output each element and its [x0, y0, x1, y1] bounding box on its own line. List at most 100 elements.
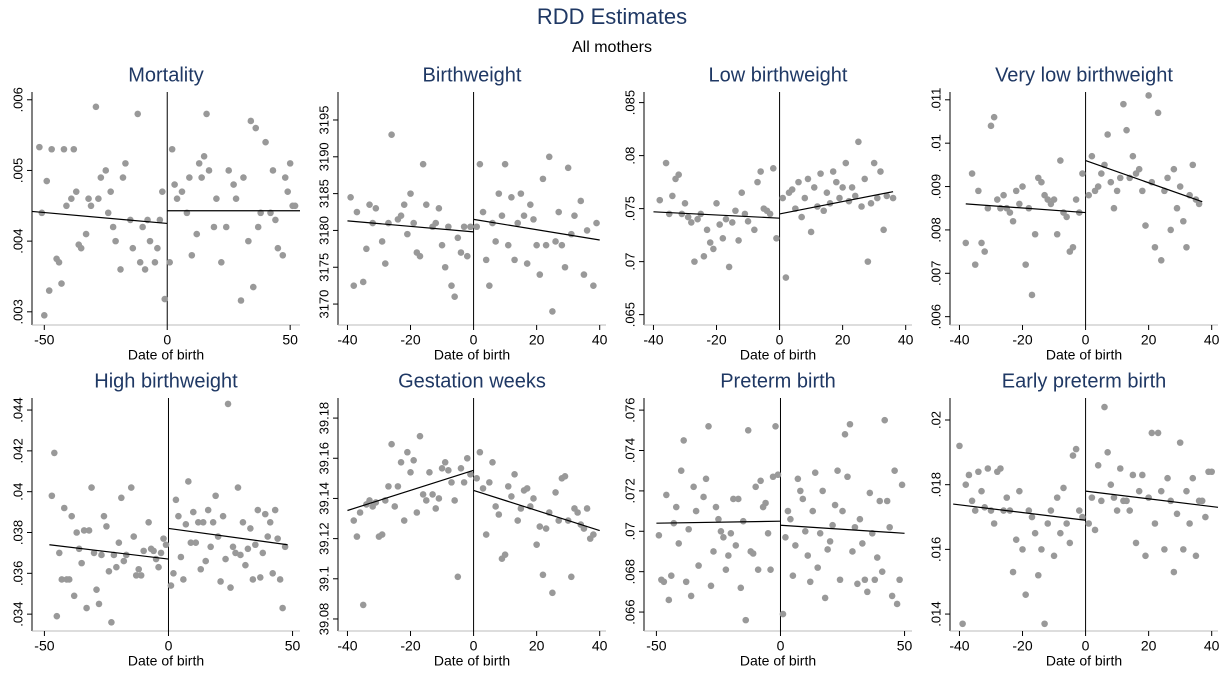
data-point	[728, 219, 736, 226]
data-point	[851, 523, 859, 531]
data-point	[159, 188, 166, 195]
data-point	[1031, 529, 1039, 537]
data-point	[77, 244, 85, 252]
data-point	[1167, 226, 1175, 234]
y-tick-label: .044	[10, 397, 25, 422]
data-point	[1148, 429, 1156, 437]
data-point	[716, 221, 723, 228]
data-point	[568, 573, 575, 581]
data-point	[224, 400, 232, 408]
data-point	[665, 210, 673, 218]
data-point	[706, 239, 714, 246]
data-point	[829, 168, 837, 175]
data-point	[404, 448, 411, 456]
data-point	[247, 525, 254, 532]
data-point	[178, 188, 186, 195]
data-point	[222, 223, 230, 231]
data-point	[539, 175, 547, 183]
data-point	[520, 212, 528, 220]
data-point	[100, 512, 108, 520]
x-axis-label: Date of birth	[740, 347, 816, 363]
data-point	[806, 578, 814, 586]
data-point	[55, 549, 63, 557]
data-point	[476, 448, 484, 456]
data-point	[839, 184, 846, 191]
data-point	[752, 483, 759, 491]
data-point	[1154, 429, 1162, 437]
data-point	[829, 521, 836, 529]
data-point	[744, 218, 752, 225]
data-point	[886, 523, 893, 531]
data-point	[871, 576, 879, 584]
data-point	[445, 223, 452, 231]
y-tick-label: 3170	[316, 290, 331, 319]
data-point	[824, 546, 831, 553]
chart-title: RDD Estimates	[537, 4, 687, 29]
data-point	[281, 174, 289, 181]
data-point	[1123, 126, 1130, 134]
data-point	[53, 612, 61, 620]
data-point	[737, 584, 745, 592]
data-point	[667, 572, 675, 580]
data-point	[968, 497, 976, 505]
data-point	[1079, 170, 1086, 177]
data-point	[978, 239, 985, 247]
data-point	[1123, 497, 1130, 505]
data-point	[590, 282, 597, 289]
data-point	[727, 529, 735, 537]
data-point	[680, 437, 688, 444]
data-point	[883, 192, 891, 200]
data-point	[662, 159, 670, 167]
data-point	[1164, 174, 1171, 182]
data-point	[536, 523, 544, 530]
data-point	[397, 212, 405, 220]
x-tick-label: -20	[400, 332, 420, 348]
data-point	[841, 431, 849, 438]
x-axis-label: Date of birth	[128, 653, 204, 669]
data-point	[867, 200, 875, 207]
data-point	[681, 200, 689, 207]
data-point	[166, 259, 173, 266]
data-point	[539, 571, 547, 579]
data-point	[209, 518, 217, 526]
data-point	[741, 210, 749, 218]
data-point	[764, 529, 772, 537]
data-point	[1126, 507, 1134, 514]
data-point	[70, 592, 78, 600]
data-point	[1198, 497, 1206, 505]
x-axis-label: Date of birth	[128, 347, 204, 363]
y-tick-label: .07	[622, 522, 637, 540]
data-point	[568, 230, 575, 238]
data-point	[232, 549, 239, 557]
data-point	[51, 449, 58, 457]
data-point	[80, 527, 88, 534]
x-tick-label: -40	[949, 332, 969, 348]
y-tick-label: .076	[622, 397, 637, 422]
y-tick-label: .005	[10, 158, 25, 183]
data-point	[744, 427, 752, 434]
data-point	[725, 263, 733, 271]
data-point	[1034, 571, 1042, 579]
data-point	[965, 471, 973, 479]
data-point	[353, 533, 361, 540]
data-point	[63, 202, 70, 210]
data-point	[564, 164, 572, 172]
data-point	[702, 475, 710, 483]
data-point	[801, 527, 809, 535]
data-point	[703, 226, 711, 234]
data-point	[195, 160, 203, 167]
data-point	[580, 525, 588, 532]
data-point	[419, 491, 427, 498]
data-point	[410, 219, 417, 227]
y-tick-label: 3190	[316, 142, 331, 171]
data-point	[784, 507, 792, 515]
data-point	[284, 188, 292, 195]
data-point	[809, 507, 817, 515]
data-point	[162, 541, 170, 549]
data-point	[769, 473, 777, 481]
data-point	[859, 540, 866, 547]
y-tick-label: .009	[928, 174, 943, 199]
data-point	[1044, 520, 1052, 527]
data-point	[1085, 191, 1093, 199]
